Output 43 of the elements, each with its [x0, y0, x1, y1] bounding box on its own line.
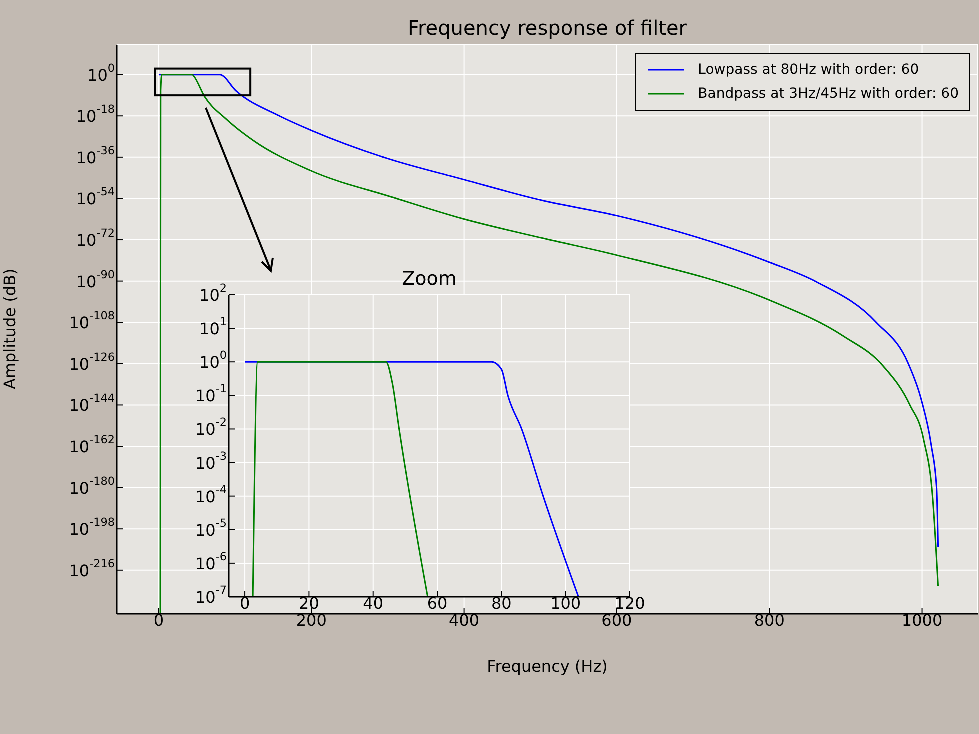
x-axis-title: Frequency (Hz) — [487, 657, 608, 676]
legend-label: Bandpass at 3Hz/45Hz with order: 60 — [698, 86, 959, 102]
y-tick-label: 10$^{-5}$ — [195, 516, 227, 540]
x-tick-label: 100 — [550, 594, 582, 613]
x-tick-label: 600 — [602, 611, 632, 630]
y-tick-label: 10$^{-54}$ — [76, 186, 115, 208]
legend-label: Lowpass at 80Hz with order: 60 — [698, 62, 920, 78]
y-tick-label: 10$^{1}$ — [200, 316, 227, 338]
x-tick-label: 800 — [754, 611, 785, 630]
x-tick-label: 200 — [296, 611, 327, 630]
y-tick-label: 10$^{-108}$ — [69, 310, 115, 332]
y-tick-label: 10$^{-198}$ — [69, 516, 115, 539]
line-series — [252, 361, 429, 597]
y-tick-label: 10$^{0}$ — [88, 62, 115, 84]
y-tick-label: 10$^{-1}$ — [195, 382, 227, 406]
x-tick-label: 0 — [240, 594, 250, 613]
y-tick-label: 10$^{-3}$ — [195, 450, 227, 472]
y-tick-label: 10$^{-2}$ — [195, 416, 227, 439]
x-tick-label: 120 — [614, 594, 646, 613]
y-tick-label: 10$^{2}$ — [200, 282, 227, 304]
x-tick-label: 40 — [363, 594, 384, 613]
y-tick-label: 10$^{-36}$ — [76, 144, 115, 167]
y-tick-label: 10$^{-144}$ — [69, 392, 115, 415]
y-tick-label: 10$^{-90}$ — [76, 268, 115, 291]
x-tick-label: 20 — [299, 594, 320, 613]
y-tick-label: 10$^{-162}$ — [69, 434, 115, 456]
y-tick-label: 10$^{-126}$ — [69, 350, 115, 374]
y-tick-label: 10$^{-6}$ — [195, 550, 227, 573]
y-tick-label: 10$^{-216}$ — [69, 557, 115, 580]
y-tick-label: 10$^{0}$ — [200, 349, 227, 372]
x-tick-label: 0 — [154, 611, 164, 630]
y-axis-title: Amplitude (dB) — [0, 268, 20, 390]
y-tick-label: 10$^{-7}$ — [195, 584, 227, 606]
y-tick-label: 10$^{-18}$ — [76, 103, 115, 126]
x-tick-label: 1000 — [902, 611, 943, 630]
chart-title: Zoom — [402, 268, 457, 290]
x-tick-label: 400 — [449, 611, 480, 630]
y-tick-label: 10$^{-180}$ — [69, 474, 115, 498]
x-tick-label: 60 — [427, 594, 448, 613]
chart-title: Frequency response of filter — [408, 16, 688, 40]
y-tick-label: 10$^{-72}$ — [76, 227, 115, 250]
x-tick-label: 80 — [492, 594, 512, 613]
y-tick-label: 10$^{-4}$ — [195, 483, 227, 506]
